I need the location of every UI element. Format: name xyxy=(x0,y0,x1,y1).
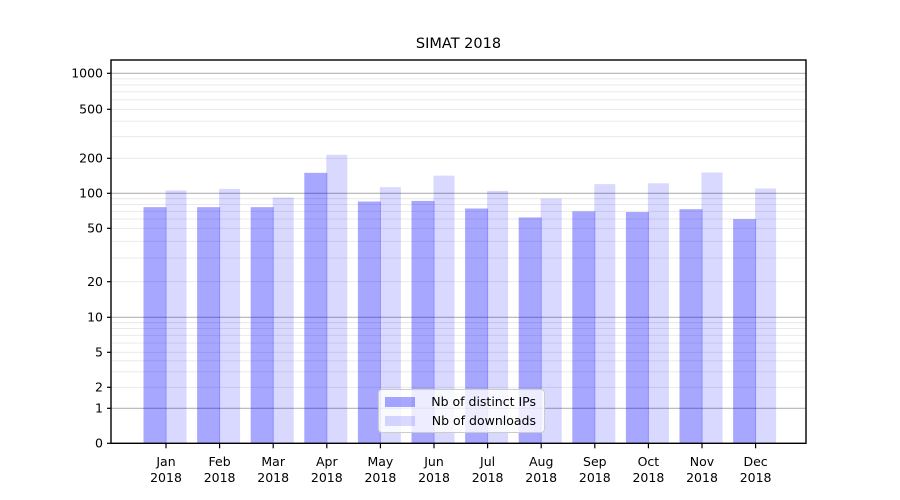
legend-label-distinct-ips: Nb of distinct IPs xyxy=(431,394,536,409)
x-tick-label-month: May xyxy=(367,454,393,469)
x-tick-label-year: 2018 xyxy=(472,470,504,485)
chart-title: SIMAT 2018 xyxy=(415,36,502,52)
y-tick-label: 20 xyxy=(87,274,103,289)
x-tick-label-month: Jun xyxy=(423,454,444,469)
legend-item-downloads: Nb of downloads xyxy=(385,413,536,428)
y-tick-label: 50 xyxy=(87,221,103,236)
bar-downloads xyxy=(272,197,294,444)
bar-distinct-ips xyxy=(518,217,542,444)
bar-downloads xyxy=(433,175,455,444)
bar-downloads xyxy=(487,190,509,444)
x-tick-label-year: 2018 xyxy=(364,470,396,485)
x-tick-label-year: 2018 xyxy=(257,470,289,485)
x-tick-label-month: Jul xyxy=(479,454,495,469)
legend-label-downloads: Nb of downloads xyxy=(431,413,536,428)
y-tick-label: 0 xyxy=(95,436,103,451)
bar-distinct-ips xyxy=(197,207,221,444)
x-tick-label-year: 2018 xyxy=(311,470,343,485)
bar-downloads xyxy=(219,188,241,444)
x-tick-label-month: Jan xyxy=(155,454,175,469)
bar-downloads xyxy=(755,188,777,444)
legend-swatch-distinct-ips xyxy=(385,396,415,407)
y-tick-label: 10 xyxy=(87,310,103,325)
x-tick-label-year: 2018 xyxy=(740,470,772,485)
x-tick-label-month: Apr xyxy=(316,454,338,469)
bar-distinct-ips xyxy=(143,207,167,444)
bar-distinct-ips xyxy=(357,201,381,444)
y-tick-label: 2 xyxy=(95,380,103,395)
x-tick-label-year: 2018 xyxy=(418,470,450,485)
y-tick-label: 100 xyxy=(79,186,103,201)
bar-distinct-ips xyxy=(304,172,328,444)
x-tick-label-year: 2018 xyxy=(579,470,611,485)
bar-distinct-ips xyxy=(572,211,596,444)
x-tick-label-month: Nov xyxy=(690,454,715,469)
x-tick-label-year: 2018 xyxy=(525,470,557,485)
x-tick-label-month: Mar xyxy=(261,454,285,469)
bar-distinct-ips xyxy=(625,212,649,444)
x-tick-label-year: 2018 xyxy=(150,470,182,485)
x-tick-label-month: Dec xyxy=(743,454,767,469)
bar-distinct-ips xyxy=(679,209,703,444)
bar-downloads xyxy=(701,172,723,444)
y-tick-label: 500 xyxy=(79,102,103,117)
legend: Nb of distinct IPs Nb of downloads xyxy=(378,389,545,433)
x-tick-label-year: 2018 xyxy=(632,470,664,485)
y-tick-label: 5 xyxy=(95,345,103,360)
bar-distinct-ips xyxy=(250,207,274,444)
bar-distinct-ips xyxy=(733,219,757,444)
legend-item-distinct-ips: Nb of distinct IPs xyxy=(385,394,536,409)
y-tick-label: 1 xyxy=(95,401,103,416)
x-tick-label-month: Feb xyxy=(209,454,231,469)
y-tick-label: 200 xyxy=(79,151,103,166)
plot-frame xyxy=(110,59,807,444)
bar-downloads xyxy=(165,190,187,444)
bar-distinct-ips xyxy=(411,200,435,444)
legend-swatch-downloads xyxy=(385,415,415,426)
x-tick-label-month: Oct xyxy=(638,454,660,469)
x-tick-label-month: Aug xyxy=(529,454,553,469)
x-tick-label-year: 2018 xyxy=(204,470,236,485)
bar-downloads xyxy=(594,184,616,444)
x-tick-label-year: 2018 xyxy=(686,470,718,485)
bar-downloads xyxy=(540,198,562,444)
bar-downloads xyxy=(379,187,401,444)
y-tick-label: 1000 xyxy=(71,66,103,81)
x-tick-label-month: Sep xyxy=(583,454,607,469)
bar-downloads xyxy=(326,154,348,444)
bar-distinct-ips xyxy=(465,208,489,444)
bar-downloads xyxy=(647,183,669,444)
